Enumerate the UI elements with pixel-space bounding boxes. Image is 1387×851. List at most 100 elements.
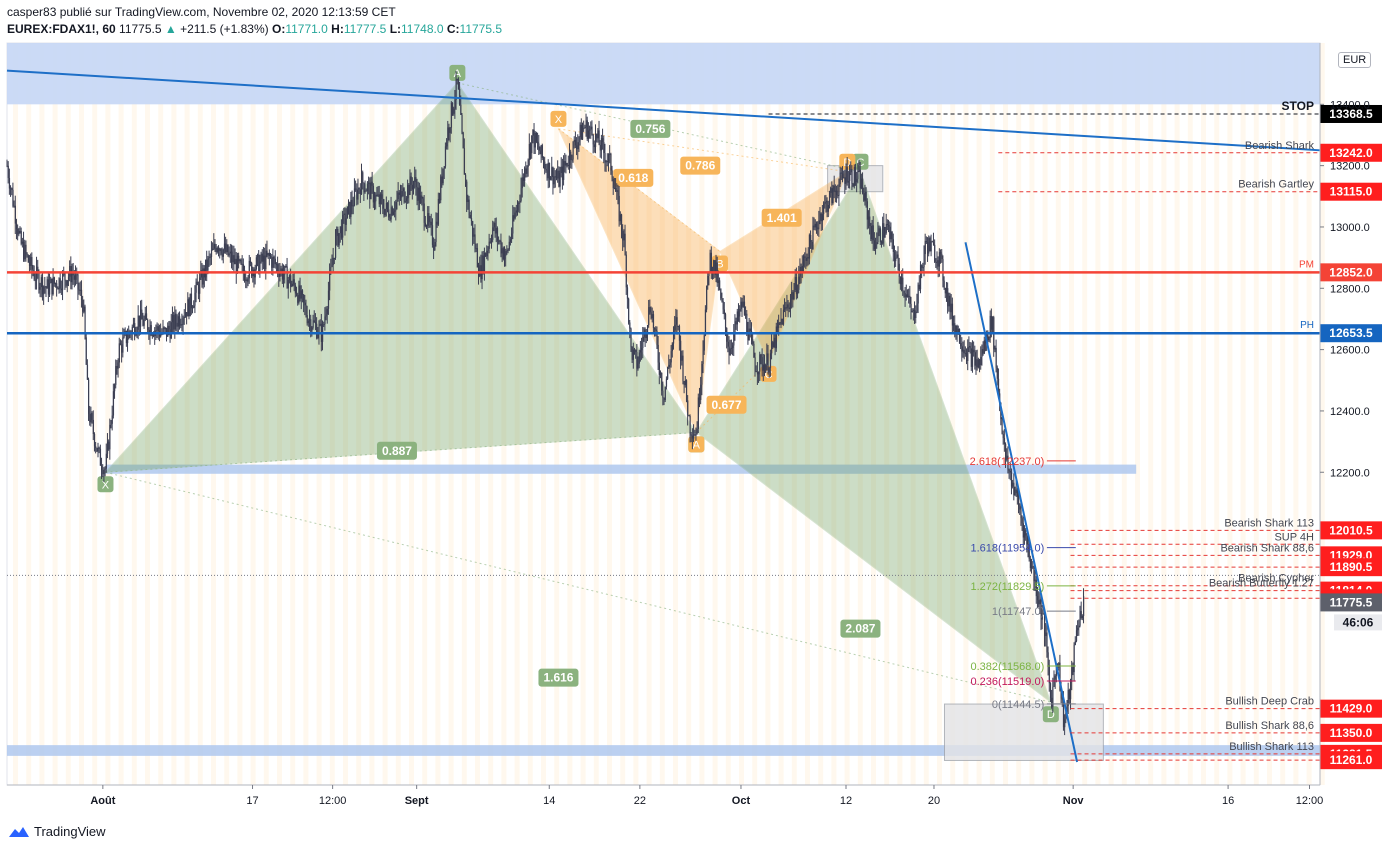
candle-body — [554, 176, 557, 178]
candle-body — [1065, 712, 1067, 720]
session-stripe — [303, 43, 309, 785]
time-tick-label: 12:00 — [1296, 795, 1324, 807]
candle-body — [919, 265, 922, 290]
candle-body — [834, 190, 837, 192]
candle-body — [766, 353, 768, 365]
session-stripe — [1187, 43, 1193, 785]
symbol-label[interactable]: EUREX:FDAX1!, 60 — [7, 22, 116, 36]
candle-body — [111, 415, 113, 424]
candle-body — [12, 189, 14, 206]
candle-body — [611, 170, 613, 179]
candle-body — [995, 347, 997, 368]
candle-body — [317, 334, 319, 338]
candle-body — [23, 241, 25, 260]
candle-body — [787, 304, 789, 308]
fib-label: 1(11747.0) — [992, 606, 1044, 618]
candle-body — [410, 176, 412, 185]
session-stripe — [39, 43, 45, 785]
candle-body — [155, 330, 157, 332]
candle-body — [403, 188, 405, 202]
candle-body — [368, 182, 370, 185]
session-stripe — [593, 43, 599, 785]
candle-body — [127, 338, 129, 344]
candle-body — [274, 258, 276, 265]
candle-body — [992, 317, 994, 330]
price-tag — [1320, 263, 1382, 282]
candle-body — [710, 252, 712, 273]
candle-body — [980, 356, 982, 366]
candle-body — [299, 285, 301, 299]
candle-body — [1054, 675, 1056, 680]
candle-body — [24, 244, 26, 260]
price-tag — [1320, 324, 1382, 343]
candle-body — [370, 181, 372, 200]
candle-body — [417, 187, 419, 201]
session-stripe — [65, 43, 71, 785]
candle-body — [695, 433, 697, 436]
candle-body — [585, 120, 587, 127]
candle-body — [210, 250, 213, 257]
candle-body — [244, 273, 246, 281]
candle-body — [726, 327, 728, 342]
candle-body — [160, 332, 162, 337]
candle-body — [756, 371, 759, 375]
candle-body — [602, 138, 604, 143]
candle-body — [996, 367, 998, 379]
candle-body — [724, 314, 727, 328]
currency-badge[interactable]: EUR — [1338, 52, 1372, 68]
candle-body — [515, 210, 518, 213]
session-stripe — [857, 43, 863, 785]
candle-body — [298, 285, 300, 303]
candle-body — [689, 415, 691, 435]
session-stripe — [527, 43, 533, 785]
candle-body — [488, 241, 490, 249]
candle-body — [735, 321, 737, 325]
candle-body — [857, 170, 859, 180]
pattern-point-d — [1042, 706, 1059, 723]
candle-body — [335, 235, 337, 258]
candle-body — [702, 350, 704, 365]
candle-body — [863, 193, 865, 201]
candle-body — [99, 448, 102, 466]
line-name: PH — [1300, 320, 1314, 331]
candle-body — [363, 183, 365, 193]
candle-body — [376, 194, 378, 196]
candle-body — [1009, 471, 1011, 473]
candle-body — [600, 138, 603, 151]
time-tick-label: Août — [90, 795, 115, 807]
candle-body — [1014, 493, 1016, 496]
candle-body — [909, 295, 911, 304]
candle-body — [629, 322, 631, 329]
session-stripe — [752, 43, 758, 785]
candle-body — [285, 265, 287, 267]
candle-body — [520, 188, 522, 201]
candle-body — [182, 318, 184, 325]
price-tick-label: 13400.0 — [1330, 99, 1370, 111]
tradingview-brand[interactable]: TradingView — [8, 824, 106, 839]
candle-body — [535, 132, 538, 142]
candle-body — [90, 413, 92, 423]
session-stripe — [1055, 43, 1061, 785]
candle-body — [728, 346, 730, 356]
candle-body — [192, 307, 194, 309]
candle-body — [1016, 489, 1019, 497]
candle-body — [642, 336, 644, 348]
candle-body — [1023, 530, 1026, 538]
candle-body — [104, 468, 106, 470]
high-value: 11777.5 — [343, 22, 387, 36]
time-axis[interactable]: Août 17 12:00 Sept 14 22 Oct 12 20 Nov 16 12:00 — [7, 784, 1324, 807]
session-stripe — [659, 43, 665, 785]
pattern-point-label: X — [555, 114, 563, 126]
candle-body — [862, 178, 864, 194]
candle-body — [441, 176, 443, 184]
candle-body — [71, 273, 73, 283]
candle-body — [949, 295, 951, 313]
candle-body — [664, 386, 666, 401]
candle-body — [456, 78, 458, 80]
price-axis[interactable]: 12200.0 12400.0 12600.0 12800.0 13000.0 13200… — [1319, 43, 1370, 785]
candle-body — [171, 315, 174, 323]
candle-body — [151, 334, 154, 336]
candle-body — [825, 200, 827, 203]
candle-body — [1046, 632, 1048, 653]
